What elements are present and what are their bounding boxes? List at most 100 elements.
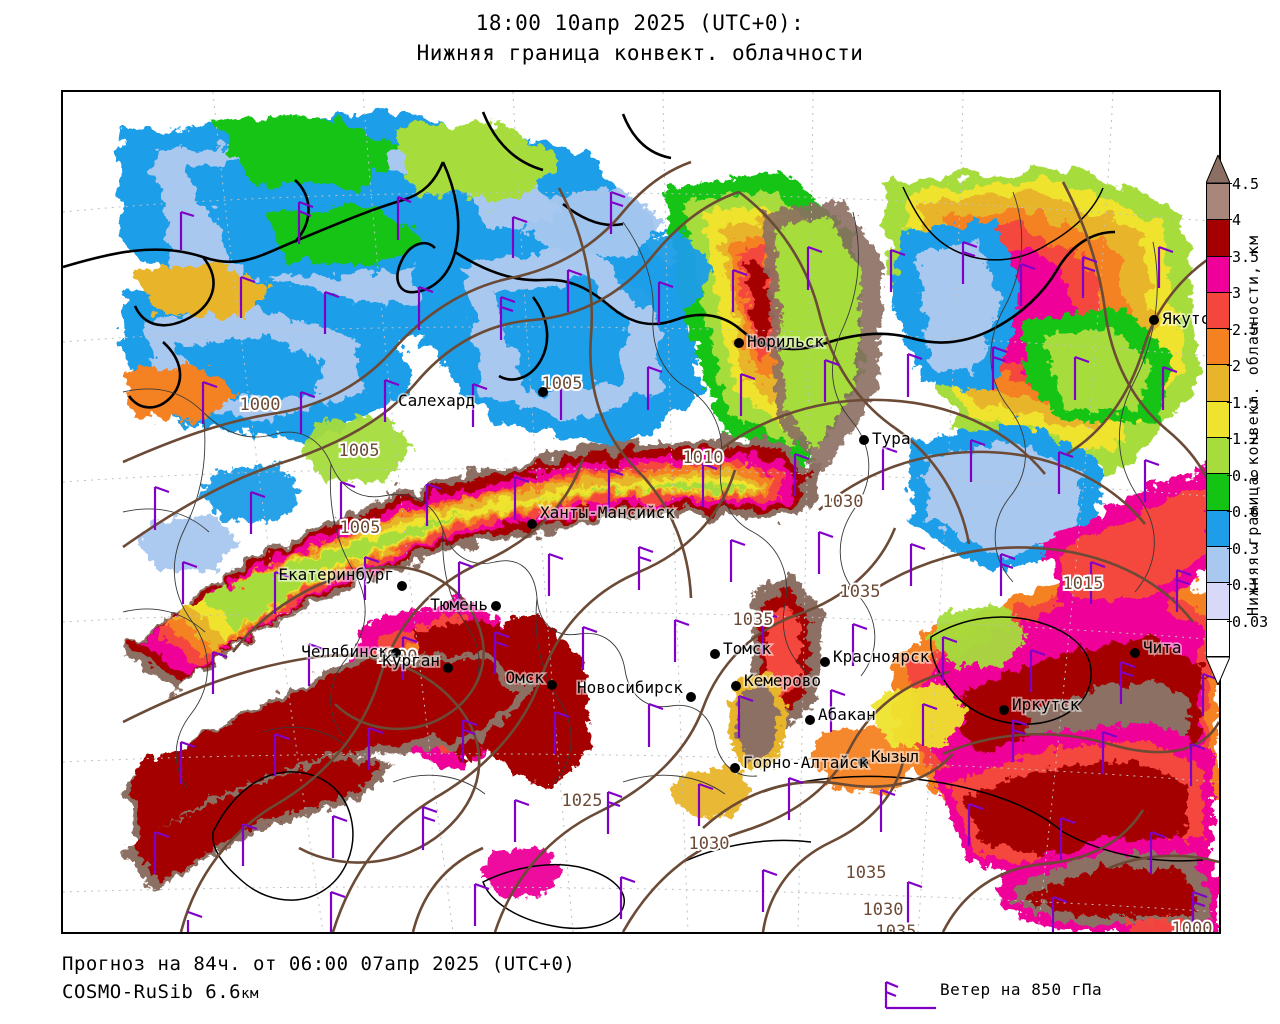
city-label-halo: Челябинск: [301, 642, 388, 661]
isobar-label-halo: 1030: [863, 900, 904, 920]
isobar-label-halo: 1035: [840, 582, 881, 602]
city-label-halo: Екатеринбург: [278, 565, 394, 584]
map-canvas: 1000100010051005100510051000100010051005…: [63, 92, 1219, 932]
colorbar-band: [1207, 329, 1229, 366]
city-dot: [999, 705, 1009, 715]
city-label: Тура: [872, 429, 911, 448]
model-info: COSMO-RuSib 6.6км: [62, 978, 822, 1008]
colorbar[interactable]: 4.5 4 3.5 3 2.5 2 1.5 1.2 0.9 0.6 0.3 0.1 0.03: [1206, 155, 1268, 685]
isobar-label: 1035: [876, 922, 917, 932]
colorbar-band: [1207, 220, 1229, 257]
city-dot: [397, 581, 407, 591]
isobar-label: 1035: [733, 610, 774, 630]
isobar-label-halo: 1030: [689, 834, 730, 854]
colorbar-tickmark: [1227, 328, 1232, 330]
isobar-label-halo: 1025: [562, 791, 603, 811]
colorbar-tickmark: [1227, 620, 1232, 622]
city-label-halo: Новосибирск: [577, 678, 683, 697]
city-dot: [820, 657, 830, 667]
isobar-label: 1025: [562, 791, 603, 811]
city-label: Новосибирск: [577, 678, 683, 697]
wind-legend: Ветер на 850 гПа: [878, 978, 1208, 1012]
city-label: Салехард: [398, 391, 475, 410]
city-label-halo: Чита: [1143, 638, 1182, 657]
colorbar-tickmark: [1227, 255, 1232, 257]
city-dot: [443, 663, 453, 673]
isobar-contours: [122, 160, 1219, 932]
colorbar-tick: 1.2: [1232, 430, 1260, 449]
isobar-label: 1005: [340, 518, 381, 538]
isobar-label-halo: 1035: [846, 863, 887, 883]
city-label-halo: Тюмень: [430, 595, 488, 614]
isobar-label-halo: 1000: [1172, 919, 1213, 932]
colorbar-tick: 0.1: [1232, 576, 1260, 595]
colorbar-band: [1207, 583, 1229, 620]
city-dot: [391, 648, 401, 658]
isobar-label: 1030: [823, 492, 864, 512]
model-name: COSMO-RuSib 6.6: [62, 981, 242, 1003]
city-dot: [730, 763, 740, 773]
colorbar-tick: 1.5: [1232, 393, 1260, 412]
colorbar-tickmark: [1227, 584, 1232, 586]
isobar-label: 1030: [689, 834, 730, 854]
colorbar-band: [1207, 184, 1229, 221]
forecast-info: Прогноз на 84ч. от 06:00 07апр 2025 (UTC…: [62, 953, 576, 975]
colorbar-band: [1207, 474, 1229, 511]
city-label: Омск: [505, 668, 544, 687]
colorbar-tickmark: [1227, 365, 1232, 367]
city-label: Норильск: [747, 332, 824, 351]
wind-legend-label: Ветер на 850 гПа: [940, 980, 1103, 999]
city-label-halo: Норильск: [747, 332, 824, 351]
city-dot: [734, 338, 744, 348]
isobar-label-halo: 1015: [1063, 574, 1104, 594]
colorbar-tick: 4.5: [1232, 175, 1260, 193]
isobar-label: 1035: [846, 863, 887, 883]
colorbar-under-arrow: [1206, 657, 1230, 685]
city-label-halo: Тура: [872, 429, 911, 448]
isobar-label-halo: 1035: [876, 922, 917, 932]
colorbar-band: [1207, 365, 1229, 402]
colorbar-band: [1207, 401, 1229, 439]
weather-map[interactable]: 1000100010051005100510051000100010051005…: [61, 90, 1221, 934]
colorbar-tick: 0.03: [1232, 612, 1269, 631]
colorbar-tick: 2: [1232, 357, 1242, 376]
city-label: Ханты-Мансийск: [540, 503, 675, 522]
isobar-labels: 1000100010051005100510051000100010051005…: [238, 372, 1215, 932]
city-label: Якутск: [1162, 309, 1219, 328]
city-label: Челябинск: [301, 642, 388, 661]
isobar-label: 1010: [683, 448, 724, 468]
city-dot: [858, 757, 868, 767]
city-label-halo: Курган: [382, 651, 440, 670]
isobar-label-halo: 1005: [339, 441, 380, 461]
isobar-label: 1015: [1063, 574, 1104, 594]
isobar-label-halo: 1030: [823, 492, 864, 512]
isobar-label: 1000: [240, 395, 281, 415]
isobar-label-halo: 1000: [240, 395, 281, 415]
city-label-halo: Иркутск: [1012, 695, 1080, 714]
colorbar-tick: 0.6: [1232, 503, 1260, 522]
title-datetime: 18:00 10апр 2025 (UTC+0):: [475, 11, 805, 35]
city-label-halo: Якутск: [1162, 309, 1219, 328]
colorbar-tickmark: [1227, 511, 1232, 513]
colorbar-tickmark: [1227, 474, 1232, 476]
